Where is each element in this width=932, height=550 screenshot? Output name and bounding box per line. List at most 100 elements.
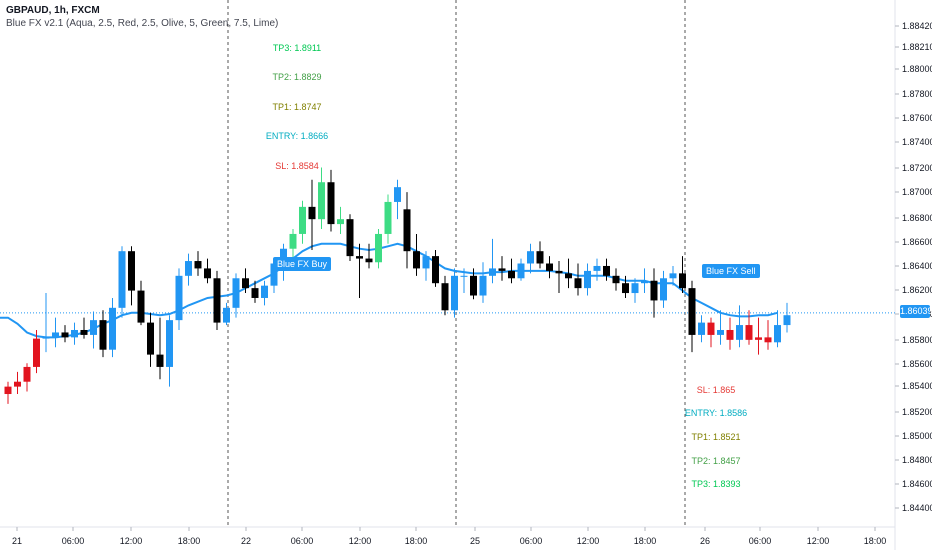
x-tick-label: 06:00 (749, 536, 772, 546)
candle (194, 251, 202, 276)
candle-body (783, 315, 791, 326)
y-tick-label: 1.85600 (902, 359, 932, 369)
candle-body (574, 278, 582, 289)
candle (774, 310, 781, 348)
candle (61, 325, 69, 343)
candle-body (204, 268, 211, 279)
candle-body (90, 320, 97, 335)
candle-body (308, 206, 316, 220)
candle-body (327, 182, 335, 225)
candle (52, 317, 59, 348)
candle (14, 371, 21, 395)
candle (527, 243, 534, 274)
x-tick-label: 18:00 (405, 536, 428, 546)
candle (669, 265, 677, 286)
y-tick-label: 1.86200 (902, 285, 932, 295)
candle-body (99, 320, 107, 350)
candle (251, 280, 259, 303)
candle (71, 322, 78, 345)
sell-entry-label: ENTRY: 1.8586 (684, 408, 748, 418)
candle-body (641, 280, 648, 284)
candle-body (137, 290, 145, 323)
y-tick-label: 1.88210 (902, 42, 932, 52)
candle-body (470, 275, 477, 296)
candle-body (612, 275, 620, 284)
candle (612, 268, 620, 291)
y-tick-label: 1.86400 (902, 261, 932, 271)
candle-body (498, 268, 506, 271)
candle (451, 268, 458, 318)
candle-body (299, 206, 306, 234)
candle (555, 261, 563, 294)
sell-signal-label[interactable]: Blue FX Sell (702, 264, 760, 278)
candle-body (479, 275, 487, 296)
candle (90, 311, 97, 349)
candle-body (584, 270, 591, 289)
x-tick-label: 22 (241, 536, 251, 546)
candle-body (289, 233, 297, 249)
candle-body (356, 256, 363, 259)
candle (574, 263, 582, 296)
x-tick-label: 12:00 (120, 536, 143, 546)
candle (413, 233, 420, 276)
candle (422, 251, 430, 281)
candle-body (650, 280, 658, 301)
symbol-title[interactable]: GBPAUD, 1h, FXCM (6, 5, 100, 16)
buy-sl-label: SL: 1.8584 (275, 161, 319, 171)
candle-body (61, 332, 69, 338)
candle (299, 200, 306, 244)
candle-body (375, 233, 382, 263)
candle-body (318, 182, 325, 220)
candle-body (109, 307, 116, 350)
candle-body (536, 251, 544, 264)
indicator-legend[interactable]: Blue FX v2.1 (Aqua, 2.5, Red, 2.5, Olive… (6, 18, 279, 29)
candle (498, 256, 506, 281)
candle-body (764, 337, 772, 343)
sell-tp1-label: TP1: 1.8521 (691, 432, 741, 442)
y-tick-label: 1.85000 (902, 431, 932, 441)
candle-body (394, 187, 401, 202)
candle-body (679, 273, 686, 289)
candle (641, 268, 648, 294)
candle-body (156, 354, 164, 367)
y-tick-label: 1.84800 (902, 455, 932, 465)
candle-body (337, 219, 344, 225)
candle-body (669, 273, 677, 279)
candle-body (185, 261, 192, 276)
candle-body (707, 322, 715, 335)
candle-body (33, 338, 40, 367)
candle-body (688, 288, 696, 335)
candle-body (80, 329, 88, 335)
candle (489, 238, 496, 284)
candle-body (4, 386, 12, 395)
x-tick-label: 06:00 (291, 536, 314, 546)
x-tick-label: 06:00 (62, 536, 85, 546)
candle (261, 280, 268, 306)
candle-body (261, 285, 268, 298)
time-axis-ticks: 21 06:00 12:00 18:00 22 06:00 12:00 18:00 25 06:0… (12, 527, 886, 546)
candle (536, 241, 544, 269)
candle-body (593, 265, 601, 271)
candle (318, 167, 325, 230)
candle (223, 302, 230, 326)
y-tick-label: 1.87200 (902, 163, 932, 173)
candle (137, 280, 145, 326)
candle-body (622, 283, 629, 294)
candle (147, 312, 154, 367)
y-tick-label: 1.87800 (902, 89, 932, 99)
candle-body (128, 251, 135, 291)
x-tick-label: 25 (470, 536, 480, 546)
candle (99, 310, 107, 358)
candle-body (413, 251, 420, 269)
sell-tp2-label: TP2: 1.8457 (691, 456, 741, 466)
buy-signal-label[interactable]: Blue FX Buy (273, 257, 332, 271)
candle-body (251, 288, 259, 298)
candle (156, 317, 164, 380)
candle-body (555, 270, 563, 274)
candle (185, 253, 192, 286)
candle-body (42, 337, 50, 339)
candle-body (508, 270, 515, 279)
candle-body (270, 263, 278, 286)
x-tick-label: 21 (12, 536, 22, 546)
